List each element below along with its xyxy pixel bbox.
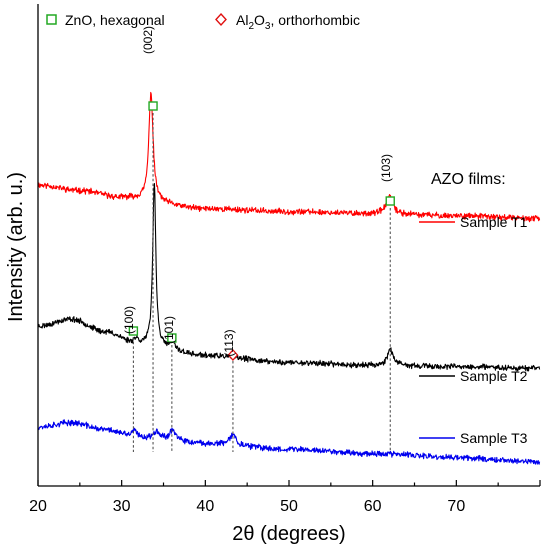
reflection-label: (100) <box>122 306 136 334</box>
series-line-2 <box>37 182 541 372</box>
legend-zno-square-icon <box>46 14 57 25</box>
reflection-label: (101) <box>162 316 176 344</box>
legend-zno-label: ZnO, hexagonal <box>65 12 165 28</box>
legend-al2o3-label-part: 3 <box>265 21 271 32</box>
series-line-1 <box>37 91 541 223</box>
reflection-label: (002) <box>141 26 155 54</box>
series-legend-label: Sample T2 <box>460 368 528 384</box>
legend-al2o3-label-part: O <box>254 12 265 28</box>
zno-square-marker <box>128 326 139 336</box>
reflection-label: (113) <box>222 329 236 356</box>
legend-al2o3-label-part: 2 <box>248 21 254 32</box>
series-line-3 <box>37 419 541 465</box>
x-tick-label: 70 <box>447 498 465 515</box>
x-tick-label: 30 <box>113 498 131 515</box>
reflection-label: (103) <box>379 154 393 182</box>
x-axis-title: 2θ (degrees) <box>232 523 345 545</box>
series-legend-label: Sample T3 <box>460 430 528 446</box>
legend-al2o3-diamond-icon <box>215 12 227 27</box>
series-legend-title: AZO films: <box>431 171 506 188</box>
legend-al2o3-label-part: Al <box>236 12 248 28</box>
al2o3-diamond-marker <box>227 349 239 361</box>
legend-al2o3-label: Al2O3, orthorhombic <box>236 12 360 32</box>
x-tick-label: 50 <box>280 498 298 515</box>
series-legend-label: Sample T1 <box>460 214 528 230</box>
x-tick-label: 40 <box>196 498 214 515</box>
y-axis-title: Intensity (arb. u.) <box>5 172 27 322</box>
x-tick-label: 20 <box>29 498 47 515</box>
x-tick-label: 60 <box>364 498 382 515</box>
zno-square-marker <box>148 101 158 111</box>
zno-square-marker <box>167 333 177 343</box>
zno-square-marker <box>385 196 395 206</box>
legend-al2o3-label-part: , orthorhombic <box>270 12 359 28</box>
